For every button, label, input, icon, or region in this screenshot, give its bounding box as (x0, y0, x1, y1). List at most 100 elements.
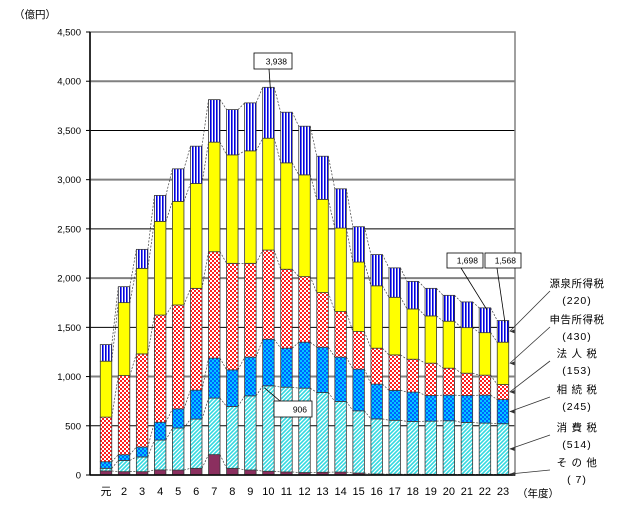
arrowhead-icon (509, 472, 515, 476)
bar-segment (244, 102, 257, 152)
bar-segment (370, 347, 383, 385)
connector-line (237, 357, 245, 371)
bar-segment (208, 454, 221, 476)
connector-line (346, 356, 354, 370)
callout: 3,938 (253, 52, 293, 90)
callout-label: 906 (293, 405, 307, 415)
bar-stack (478, 307, 492, 476)
connector-line (454, 295, 462, 303)
connector-line (382, 285, 390, 298)
x-axis-unit-label: （年度） (517, 487, 559, 500)
bar-segment (388, 267, 401, 298)
bar-segment (244, 150, 257, 264)
bar-segment (406, 421, 419, 475)
bar-segment (442, 320, 455, 369)
bar-segment (442, 294, 455, 322)
callout-pointer (460, 267, 488, 311)
callout-pointer (496, 267, 506, 323)
bar-segment (208, 99, 221, 143)
bar-segment (208, 141, 221, 253)
connector-line (129, 446, 137, 455)
connector-line (274, 470, 281, 473)
bar-segment (496, 341, 510, 385)
connector-line (165, 427, 173, 441)
connector-line (291, 112, 300, 127)
legend-label: 消 費 税 (557, 421, 598, 434)
connector-line (129, 456, 137, 461)
callout: 1,568 (484, 252, 522, 323)
connector-line (165, 304, 173, 316)
connector-line (255, 138, 263, 151)
bar-segment (117, 460, 131, 473)
arrowhead-icon (509, 409, 515, 414)
connector-line (165, 201, 173, 222)
bar-stack (442, 294, 455, 476)
connector-line (418, 281, 426, 289)
bar-segment (135, 446, 149, 458)
bar-segment (172, 408, 185, 429)
bar-segment (406, 391, 419, 422)
connector-line (147, 195, 155, 250)
bar-segment (190, 467, 203, 476)
x-axis-tick-labels: 元 2 3 4 5 6 7 8 9 10 11 12 13 14 15 16 17 18 19 20 21 22 23 (101, 486, 510, 498)
bar-segment (117, 454, 131, 461)
connector-line (219, 141, 227, 156)
bar-segment (424, 395, 437, 422)
x-tick-label: 12 (298, 486, 310, 498)
bar-segment (406, 280, 419, 310)
connector-line (328, 392, 336, 402)
legend-value: (514) (562, 439, 592, 451)
bar-stack (226, 109, 239, 476)
connector-line (400, 389, 408, 393)
callout-box (253, 52, 293, 70)
bar-segment (99, 360, 113, 418)
bar-segment (172, 304, 185, 410)
x-tick-label: 3 (139, 486, 145, 498)
connector-line (219, 99, 227, 110)
bar-segment (352, 331, 365, 370)
bar-segment (244, 469, 257, 476)
bar-segment (460, 422, 474, 475)
bar-segment (334, 401, 347, 473)
connector-line (219, 454, 227, 469)
legend-pointer-line (509, 396, 551, 413)
callout-annotations: 3,938 906 1,698 1,568 (253, 52, 522, 418)
x-tick-label: 14 (334, 486, 346, 498)
bar-segment (154, 221, 167, 316)
connector-line (292, 471, 299, 473)
connector-line (310, 387, 317, 393)
legend-value: (430) (562, 331, 592, 343)
x-tick-label: 8 (229, 486, 235, 498)
x-tick-label: 19 (425, 486, 437, 498)
bar-segment (298, 125, 311, 176)
bar-segment (190, 145, 203, 184)
legend-item: 源泉所得税 (220) (509, 277, 605, 334)
connector-line (490, 394, 498, 400)
legend-pointer-line (509, 290, 551, 332)
bar-segment (442, 367, 455, 396)
bar-segment (208, 357, 221, 399)
connector-line (237, 102, 245, 110)
y-tick-label: 3,000 (57, 175, 81, 186)
connector-line (346, 311, 354, 332)
legend-value: (245) (562, 401, 592, 413)
bar-segment (172, 201, 185, 306)
connector-line (237, 467, 245, 471)
connector-line (219, 357, 227, 371)
connector-line (400, 354, 408, 360)
bar-stack (352, 226, 365, 476)
legend-label: 源泉所得税 (550, 277, 605, 290)
bar-stack (117, 286, 131, 476)
bar-segment (316, 198, 329, 293)
x-tick-label: 21 (461, 486, 473, 498)
connector-line (346, 471, 353, 474)
bar-segment (262, 338, 275, 387)
bar-stack (298, 125, 311, 476)
x-tick-label: 元 (101, 486, 112, 498)
connector-line (147, 314, 155, 354)
connector-line (111, 286, 119, 345)
bar-stack (496, 320, 510, 476)
connector-line (183, 288, 191, 306)
connector-line (436, 288, 444, 296)
bar-segment (460, 372, 474, 396)
